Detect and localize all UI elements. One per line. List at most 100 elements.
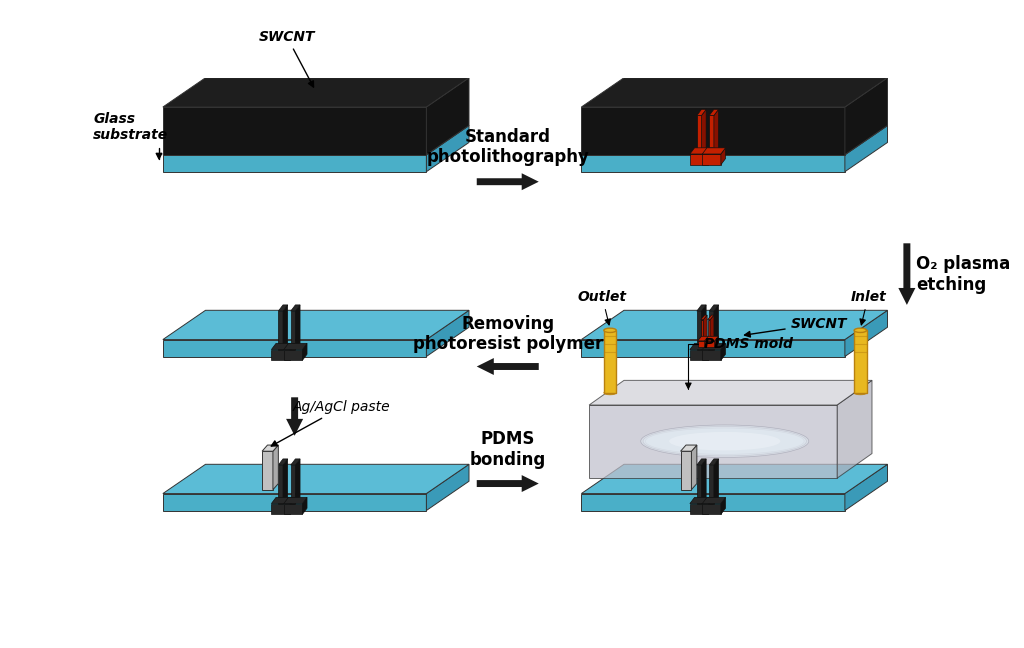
Polygon shape — [702, 349, 721, 360]
Polygon shape — [845, 310, 888, 356]
Ellipse shape — [645, 428, 804, 454]
Polygon shape — [691, 445, 697, 490]
Polygon shape — [701, 305, 707, 349]
Polygon shape — [710, 305, 719, 311]
Polygon shape — [690, 503, 709, 515]
Polygon shape — [284, 343, 307, 349]
Polygon shape — [709, 148, 713, 165]
Polygon shape — [697, 465, 701, 503]
Text: Outlet: Outlet — [578, 290, 627, 325]
Polygon shape — [273, 445, 279, 490]
Polygon shape — [271, 503, 290, 515]
Polygon shape — [690, 343, 713, 349]
Polygon shape — [705, 341, 715, 347]
Polygon shape — [708, 319, 710, 341]
Polygon shape — [271, 498, 295, 503]
Polygon shape — [279, 305, 288, 311]
Polygon shape — [710, 465, 714, 503]
Polygon shape — [302, 498, 307, 515]
Polygon shape — [302, 343, 307, 360]
Polygon shape — [163, 78, 469, 107]
Ellipse shape — [670, 432, 780, 450]
Polygon shape — [690, 498, 713, 503]
Polygon shape — [708, 315, 714, 319]
Polygon shape — [163, 310, 469, 340]
Polygon shape — [709, 343, 713, 360]
Polygon shape — [681, 451, 691, 490]
Polygon shape — [279, 311, 283, 349]
Polygon shape — [582, 310, 888, 340]
Polygon shape — [714, 305, 719, 349]
Polygon shape — [697, 459, 707, 465]
Polygon shape — [710, 315, 714, 341]
Polygon shape — [721, 343, 726, 360]
Polygon shape — [426, 78, 469, 155]
Polygon shape — [582, 340, 845, 356]
Polygon shape — [697, 311, 701, 349]
Polygon shape — [426, 126, 469, 172]
Polygon shape — [690, 154, 709, 165]
Polygon shape — [286, 397, 303, 436]
Polygon shape — [710, 311, 714, 349]
Polygon shape — [697, 305, 707, 311]
Polygon shape — [477, 173, 539, 190]
Polygon shape — [710, 110, 719, 115]
Polygon shape — [291, 311, 295, 349]
Text: Removing
photoresist polymer: Removing photoresist polymer — [413, 315, 603, 353]
Text: SWCNT: SWCNT — [259, 30, 315, 87]
Ellipse shape — [604, 391, 616, 395]
Polygon shape — [702, 343, 726, 349]
Polygon shape — [845, 465, 888, 511]
Polygon shape — [705, 336, 719, 341]
Polygon shape — [262, 445, 279, 451]
Polygon shape — [710, 459, 719, 465]
Polygon shape — [697, 115, 701, 154]
Polygon shape — [271, 349, 290, 360]
Polygon shape — [279, 465, 283, 503]
Polygon shape — [690, 148, 713, 154]
Polygon shape — [163, 155, 426, 172]
Ellipse shape — [643, 426, 807, 456]
Polygon shape — [710, 115, 714, 154]
Text: Standard
photolithography: Standard photolithography — [426, 128, 589, 167]
Polygon shape — [582, 126, 888, 155]
Polygon shape — [271, 343, 295, 349]
Polygon shape — [838, 380, 872, 478]
Ellipse shape — [854, 391, 866, 395]
Polygon shape — [163, 126, 469, 155]
Polygon shape — [295, 305, 300, 349]
Polygon shape — [701, 110, 707, 154]
Polygon shape — [721, 148, 726, 165]
Polygon shape — [163, 340, 426, 356]
Polygon shape — [279, 459, 288, 465]
Polygon shape — [697, 110, 707, 115]
Polygon shape — [582, 107, 845, 155]
Text: O₂ plasma
etching: O₂ plasma etching — [916, 255, 1011, 294]
Polygon shape — [702, 154, 721, 165]
Polygon shape — [284, 503, 302, 515]
Polygon shape — [477, 475, 539, 492]
Polygon shape — [284, 349, 302, 360]
FancyBboxPatch shape — [854, 330, 866, 393]
Polygon shape — [690, 349, 709, 360]
Polygon shape — [697, 336, 712, 341]
Polygon shape — [262, 451, 273, 490]
Polygon shape — [681, 445, 697, 451]
Polygon shape — [582, 494, 845, 511]
Polygon shape — [582, 155, 845, 172]
Polygon shape — [163, 465, 469, 494]
Polygon shape — [426, 310, 469, 356]
Polygon shape — [291, 465, 295, 503]
Polygon shape — [701, 459, 707, 503]
Polygon shape — [702, 503, 721, 515]
Polygon shape — [290, 343, 295, 360]
Polygon shape — [163, 494, 426, 511]
Polygon shape — [714, 110, 719, 154]
Polygon shape — [283, 305, 288, 349]
Polygon shape — [582, 465, 888, 494]
Polygon shape — [845, 126, 888, 172]
Polygon shape — [709, 498, 713, 515]
Polygon shape — [589, 405, 838, 478]
Ellipse shape — [604, 328, 616, 332]
Polygon shape — [426, 465, 469, 511]
